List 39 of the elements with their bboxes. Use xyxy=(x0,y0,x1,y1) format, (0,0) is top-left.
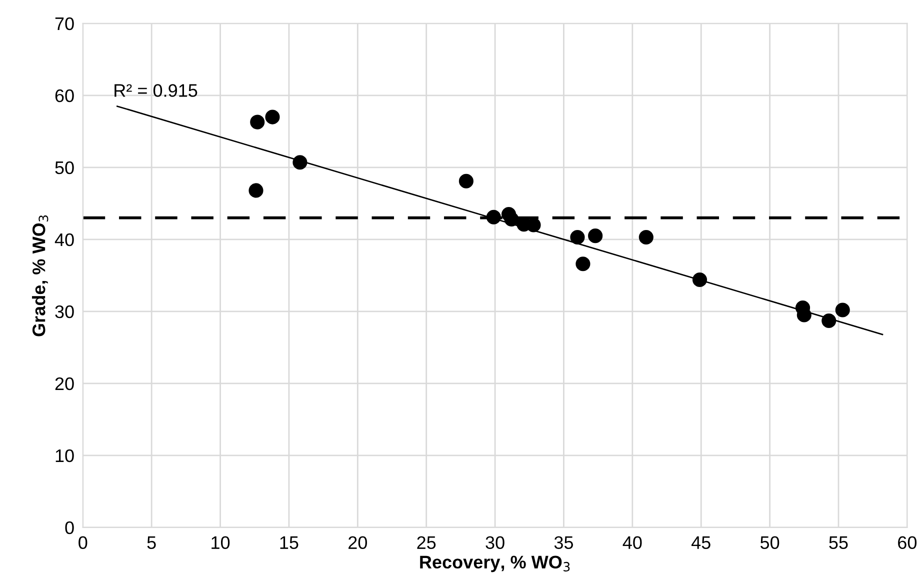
x-tick-label: 25 xyxy=(417,536,436,549)
annotation: R² = 0.915 xyxy=(114,84,198,97)
x-tick-label: 60 xyxy=(898,536,917,549)
x-tick-label: 55 xyxy=(829,536,848,549)
y-tick-label: 20 xyxy=(55,377,74,390)
x-axis-title: Recovery, % WO$_{3}$ xyxy=(420,556,570,572)
x-tick-label: 40 xyxy=(622,536,642,549)
x-tick-label: 30 xyxy=(486,536,504,549)
x-tick-label: 15 xyxy=(280,536,298,549)
x-tick-label: 35 xyxy=(554,536,574,549)
point xyxy=(835,302,850,318)
x-tick-label: 10 xyxy=(212,536,230,549)
x-tick-label: 50 xyxy=(760,536,780,549)
point xyxy=(504,212,519,227)
point xyxy=(822,313,836,328)
point xyxy=(526,218,541,232)
point xyxy=(292,155,308,170)
y-tick-label: 60 xyxy=(55,89,74,102)
x-tick-label: 20 xyxy=(348,536,367,549)
y-tick-label: 30 xyxy=(55,305,74,318)
point xyxy=(248,183,264,198)
y-tick-label: 40 xyxy=(54,233,74,246)
y-tick-label: 10 xyxy=(56,449,74,462)
point xyxy=(692,272,708,288)
point xyxy=(265,110,280,124)
point xyxy=(638,230,654,245)
point xyxy=(588,228,603,244)
y-tick-label: 0 xyxy=(65,521,74,534)
point xyxy=(458,174,474,188)
y-tick-label: 70 xyxy=(55,17,74,30)
x-tick-label: 0 xyxy=(78,536,88,549)
point xyxy=(576,256,590,272)
y-tick-label: 50 xyxy=(55,161,74,174)
x-tick-label: 45 xyxy=(691,536,710,549)
y-axis-title: Grade, % WO$_{3}$ xyxy=(32,215,48,336)
point xyxy=(486,210,501,224)
point xyxy=(570,230,585,245)
point xyxy=(250,114,265,130)
x-tick-label: 5 xyxy=(147,536,156,549)
